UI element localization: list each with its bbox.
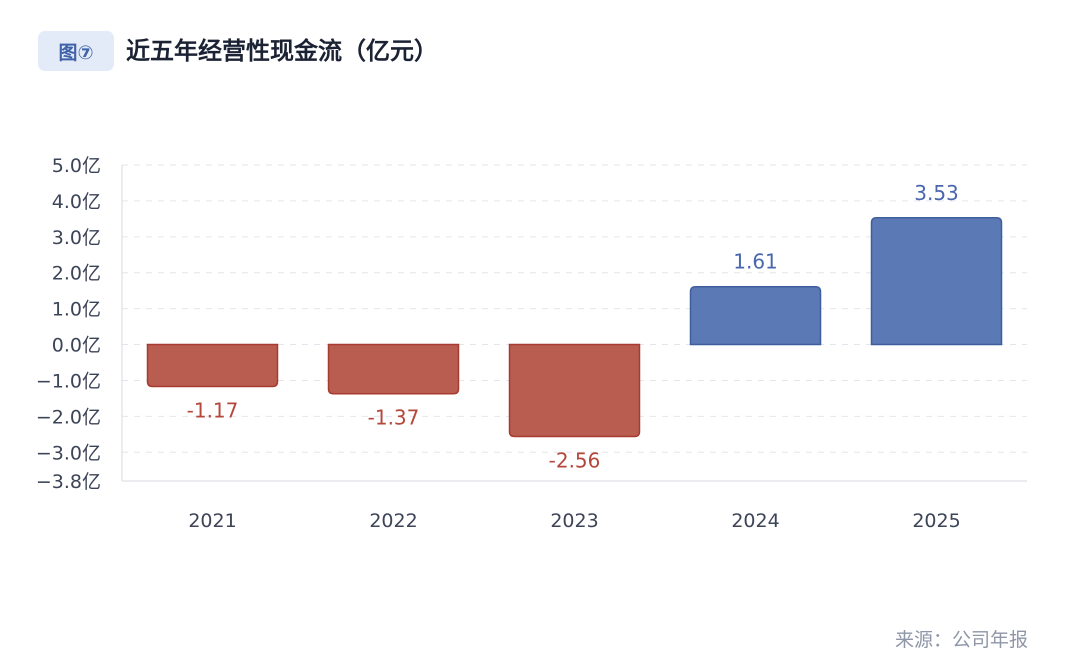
y-tick-label: 5.0亿 [52, 155, 101, 177]
y-tick-label: 4.0亿 [52, 191, 101, 213]
data-label: -1.37 [368, 406, 420, 430]
y-tick-label: 2.0亿 [52, 263, 101, 285]
source-note: 来源：公司年报 [894, 629, 1028, 651]
bar-2023 [508, 343, 641, 438]
x-tick-label: 2025 [912, 510, 960, 532]
y-tick-label: 0.0亿 [52, 335, 101, 357]
bar-2022 [327, 343, 460, 395]
y-tick-label: 1.0亿 [52, 299, 101, 321]
y-tick-label: −3.8亿 [36, 471, 101, 493]
data-label: 3.53 [914, 181, 959, 205]
figure-badge: 图⑦ [38, 31, 114, 71]
x-tick-label: 2022 [369, 510, 417, 532]
data-label: -1.17 [187, 399, 239, 423]
data-label: -2.56 [549, 448, 601, 472]
data-label: 1.61 [733, 250, 778, 274]
bar-2025 [870, 217, 1003, 346]
y-tick-label: 3.0亿 [52, 227, 101, 249]
chart-title: 近五年经营性现金流（亿元） [126, 37, 438, 65]
y-tick-label: −1.0亿 [36, 370, 101, 392]
x-tick-label: 2023 [550, 510, 598, 532]
x-tick-label: 2021 [188, 510, 236, 532]
y-tick-label: −2.0亿 [36, 406, 101, 428]
bar-2024 [689, 285, 822, 346]
x-tick-label: 2024 [731, 510, 779, 532]
y-tick-label: −3.0亿 [36, 442, 101, 464]
bar-2021 [146, 343, 279, 388]
